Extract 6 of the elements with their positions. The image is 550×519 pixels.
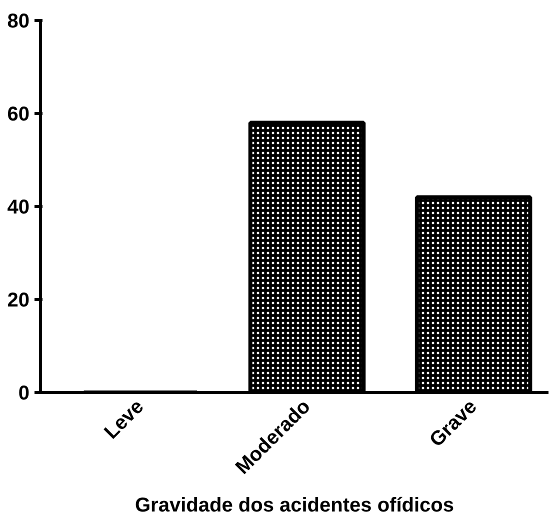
x-axis-title: Gravidade dos acidentes ofídicos (135, 494, 454, 517)
y-tick-label: 60 (7, 104, 30, 126)
y-tick-label: 0 (18, 382, 30, 404)
y-tick-label: 80 (7, 10, 30, 32)
y-tick-label: 20 (7, 290, 30, 312)
y-tick-label: 40 (7, 196, 30, 218)
